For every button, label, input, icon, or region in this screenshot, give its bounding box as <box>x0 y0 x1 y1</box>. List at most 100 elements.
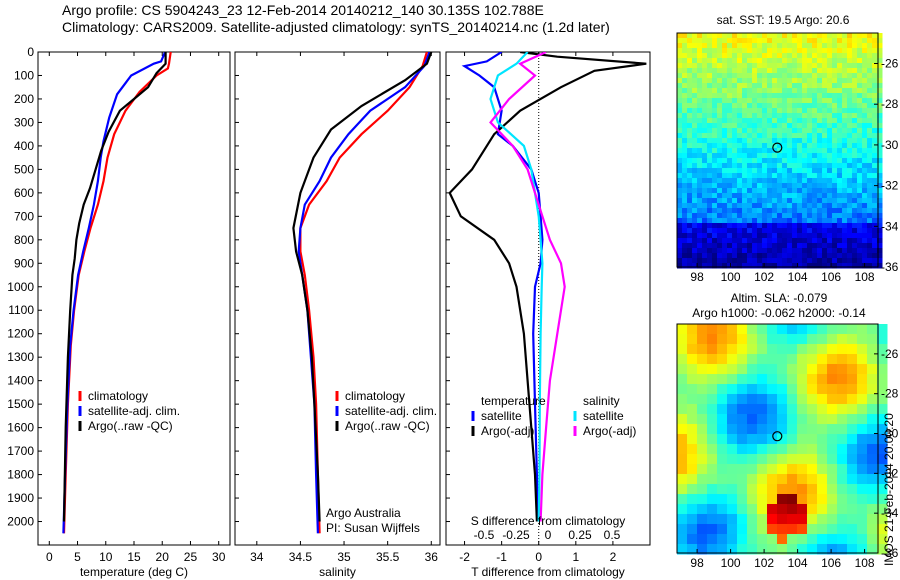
map-cell <box>807 98 813 104</box>
map-cell <box>782 183 788 189</box>
map-cell <box>867 113 873 119</box>
map-cell <box>697 464 708 475</box>
map-cell <box>787 138 793 144</box>
map-cell <box>877 464 888 475</box>
map-cell <box>877 424 888 435</box>
map-cell <box>812 258 818 264</box>
map-cell <box>707 58 713 64</box>
map-cell <box>692 138 698 144</box>
map-cell <box>707 474 718 485</box>
map-cell <box>792 133 798 139</box>
map-cell <box>767 324 778 335</box>
map-cell <box>737 78 743 84</box>
map-cell <box>807 88 813 94</box>
map-cell <box>822 248 828 254</box>
map-cell <box>777 344 788 355</box>
map-cell <box>862 183 868 189</box>
map-cell <box>687 243 693 249</box>
map-cell <box>842 108 848 114</box>
map-cell <box>797 374 808 385</box>
map-cell <box>767 334 778 345</box>
map-cell <box>737 213 743 219</box>
map-cell <box>702 68 708 74</box>
map-cell <box>837 53 843 59</box>
map-cell <box>877 98 883 104</box>
map-cell <box>857 58 863 64</box>
map-cell <box>692 158 698 164</box>
map-cell <box>807 354 818 365</box>
map-cell <box>692 178 698 184</box>
map-cell <box>752 83 758 89</box>
map-cell <box>852 48 858 54</box>
map-cell <box>807 208 813 214</box>
map-cell <box>717 63 723 69</box>
map-cell <box>752 78 758 84</box>
map-cell <box>857 178 863 184</box>
map-cell <box>737 504 748 515</box>
map-cell <box>677 143 683 149</box>
map-cell <box>697 58 703 64</box>
map-cell <box>717 344 728 355</box>
map-cell <box>682 143 688 149</box>
map-cell <box>787 123 793 129</box>
map-cell <box>822 203 828 209</box>
map-cell <box>782 98 788 104</box>
map-cell <box>812 73 818 79</box>
map-cell <box>837 203 843 209</box>
map-cell <box>752 263 758 269</box>
map-cell <box>877 258 883 264</box>
map-cell <box>777 163 783 169</box>
map-cell <box>752 213 758 219</box>
map-cell <box>737 63 743 69</box>
map-cell <box>727 198 733 204</box>
map-cell <box>707 93 713 99</box>
map-cell <box>762 163 768 169</box>
map-cell <box>837 88 843 94</box>
map-cell <box>712 213 718 219</box>
map-cell <box>837 98 843 104</box>
map-cell <box>687 158 693 164</box>
map-cell <box>727 248 733 254</box>
map-cell <box>752 208 758 214</box>
map-cell <box>827 374 838 385</box>
map-cell <box>767 33 773 39</box>
map-cell <box>707 434 718 445</box>
map-cell <box>837 253 843 259</box>
map-cell <box>807 344 818 355</box>
map-cell <box>757 198 763 204</box>
argo-position-marker <box>772 431 783 442</box>
map-cell <box>852 158 858 164</box>
map-cell <box>862 248 868 254</box>
map-cell <box>727 424 738 435</box>
map-cell <box>747 263 753 269</box>
map-cell <box>847 208 853 214</box>
map-cell <box>697 33 703 39</box>
map-cell <box>857 534 868 545</box>
map-cell <box>782 198 788 204</box>
map-cell <box>872 143 878 149</box>
map-cell <box>747 354 758 365</box>
map-cell <box>832 108 838 114</box>
map-cell <box>802 248 808 254</box>
map-cell <box>802 53 808 59</box>
map-cell <box>762 133 768 139</box>
map-cell <box>787 424 798 435</box>
map-cell <box>687 63 693 69</box>
map-cell <box>872 198 878 204</box>
plot-frame-salinity <box>234 51 441 546</box>
map-cell <box>767 374 778 385</box>
map-cell <box>762 188 768 194</box>
map-cell <box>842 158 848 164</box>
map-cell <box>777 524 788 535</box>
map-cell <box>787 168 793 174</box>
map-cell <box>847 83 853 89</box>
map-cell <box>797 163 803 169</box>
map-cell <box>732 103 738 109</box>
map-cell <box>692 88 698 94</box>
map-cell <box>747 243 753 249</box>
map-cell <box>797 173 803 179</box>
map-cell <box>862 93 868 99</box>
map-cell <box>707 454 718 465</box>
map-cell <box>737 384 748 395</box>
map-cell <box>827 208 833 214</box>
